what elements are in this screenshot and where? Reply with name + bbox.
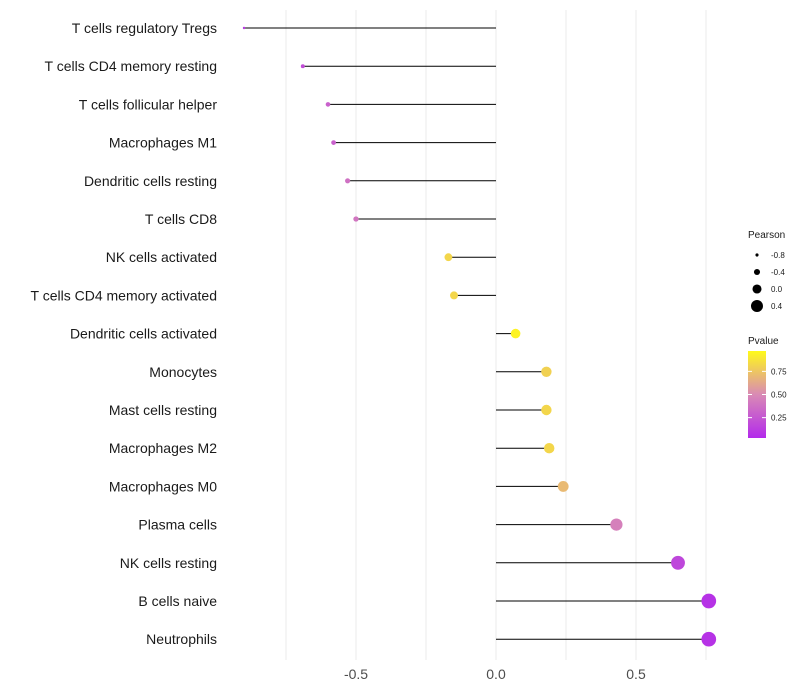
category-label: Plasma cells <box>138 517 217 533</box>
legend-color-label: 0.50 <box>771 391 787 400</box>
category-label: T cells CD4 memory activated <box>31 287 217 303</box>
data-point <box>300 64 305 69</box>
category-label: T cells regulatory Tregs <box>72 20 217 36</box>
x-tick-label: 0.5 <box>626 666 646 682</box>
legend-pearson: Pearson -0.8 -0.4 0.0 0.4 <box>748 230 785 313</box>
data-point <box>345 178 351 184</box>
data-point <box>557 480 569 492</box>
legend-size-label: -0.4 <box>771 268 785 277</box>
data-point <box>353 216 359 222</box>
category-label: Mast cells resting <box>109 402 217 418</box>
data-point <box>610 518 623 531</box>
category-label: B cells naive <box>138 593 217 609</box>
data-point <box>701 593 717 609</box>
legend-pearson-title: Pearson <box>748 230 785 241</box>
x-axis-ticks: -0.5 0.0 0.5 <box>344 666 646 682</box>
data-point <box>543 442 555 454</box>
category-labels: T cells regulatory Tregs T cells CD4 memo… <box>31 20 218 647</box>
data-point <box>331 140 336 145</box>
category-label: Dendritic cells activated <box>70 326 217 342</box>
legend-size-label: -0.8 <box>771 251 785 260</box>
data-point <box>325 102 331 107</box>
legend-pvalue: Pvalue 0.75 0.50 0.25 <box>748 336 787 438</box>
legend-size-key <box>752 284 762 294</box>
category-label: Monocytes <box>149 364 217 380</box>
data-point <box>444 253 453 262</box>
legend-pvalue-title: Pvalue <box>748 336 779 347</box>
data-point <box>541 366 552 377</box>
category-label: Macrophages M0 <box>109 478 217 494</box>
legend-size-label: 0.0 <box>771 285 783 294</box>
data-point <box>671 555 685 570</box>
legend-color-label: 0.25 <box>771 414 787 423</box>
data-point <box>510 328 521 339</box>
category-label: Neutrophils <box>146 631 217 647</box>
category-label: Macrophages M2 <box>109 440 217 456</box>
legend-size-label: 0.4 <box>771 302 783 311</box>
legend-size-key <box>753 268 761 276</box>
category-label: T cells follicular helper <box>79 96 218 112</box>
legend-size-key <box>750 299 764 313</box>
category-label: T cells CD8 <box>145 211 217 227</box>
data-point <box>242 26 246 30</box>
category-label: NK cells resting <box>120 555 217 571</box>
legend-colorbar <box>748 351 766 438</box>
grid-lines <box>285 10 707 660</box>
x-tick-label: -0.5 <box>344 666 368 682</box>
category-label: Dendritic cells resting <box>84 173 217 189</box>
category-label: Macrophages M1 <box>109 135 217 151</box>
points <box>242 26 717 647</box>
data-point <box>701 631 717 647</box>
data-point <box>450 291 458 300</box>
category-label: T cells CD4 memory resting <box>45 58 217 74</box>
legend-color-label: 0.75 <box>771 367 787 376</box>
x-tick-label: 0.0 <box>486 666 506 682</box>
stems <box>244 27 709 640</box>
data-point <box>541 404 552 416</box>
category-label: NK cells activated <box>106 249 217 265</box>
legend-size-key <box>755 253 759 257</box>
